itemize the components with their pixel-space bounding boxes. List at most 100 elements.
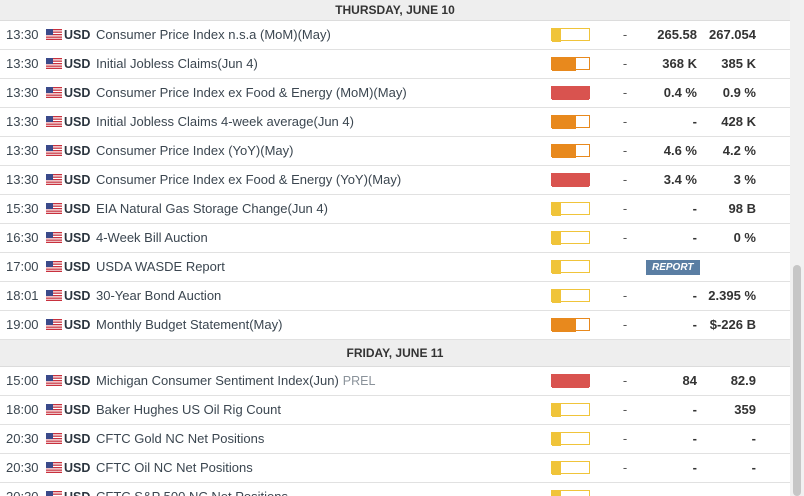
event-name-link[interactable]: CFTC Gold NC Net Positions xyxy=(96,425,264,453)
event-name: EIA Natural Gas Storage Change(Jun 4) xyxy=(96,201,328,216)
actual-value: - xyxy=(622,402,628,417)
event-time: 20:30 xyxy=(6,431,39,446)
us-flag-icon xyxy=(46,261,62,272)
event-row[interactable]: 15:30 USD EIA Natural Gas Storage Change(J… xyxy=(0,195,790,224)
event-name: Consumer Price Index ex Food & Energy (M… xyxy=(96,85,407,100)
impact-bar xyxy=(551,231,590,245)
event-row[interactable]: 13:30 USD Consumer Price Index n.s.a (MoM)… xyxy=(0,21,790,50)
event-name-link[interactable]: Consumer Price Index (YoY)(May) xyxy=(96,137,293,165)
previous-value: 0.9 % xyxy=(722,85,756,100)
us-flag-icon xyxy=(46,404,62,415)
actual-value: - xyxy=(622,56,628,71)
event-row[interactable]: 13:30 USD Consumer Price Index ex Food & E… xyxy=(0,79,790,108)
event-currency: USD xyxy=(64,461,91,475)
impact-fill xyxy=(552,433,562,446)
event-currency: USD xyxy=(64,403,91,417)
event-time: 18:00 xyxy=(6,402,39,417)
event-name-link[interactable]: CFTC S&P 500 NC Net Positions xyxy=(96,483,288,496)
consensus-value: - xyxy=(692,230,697,245)
event-name-link[interactable]: CFTC Oil NC Net Positions xyxy=(96,454,253,482)
event-currency: USD xyxy=(64,173,91,187)
event-row[interactable]: 19:00 USD Monthly Budget Statement(May) - - $… xyxy=(0,311,790,340)
event-row[interactable]: 13:30 USD Initial Jobless Claims 4-week av… xyxy=(0,108,790,137)
event-row[interactable]: 13:30 USD Consumer Price Index ex Food & E… xyxy=(0,166,790,195)
consensus-value: - xyxy=(692,402,697,417)
event-row[interactable]: 18:00 USD Baker Hughes US Oil Rig Count - - 3… xyxy=(0,396,790,425)
event-row[interactable]: 17:00 USD USDA WASDE Report REPORT xyxy=(0,253,790,282)
event-time: 13:30 xyxy=(6,27,39,42)
event-name: USDA WASDE Report xyxy=(96,259,225,274)
day-header: THURSDAY, JUNE 10 xyxy=(0,0,790,21)
actual-value: - xyxy=(622,143,628,158)
event-name: Initial Jobless Claims(Jun 4) xyxy=(96,56,258,71)
previous-value: 428 K xyxy=(721,114,756,129)
event-name-link[interactable]: USDA WASDE Report xyxy=(96,253,225,281)
event-time: 13:30 xyxy=(6,114,39,129)
us-flag-icon xyxy=(46,116,62,127)
previous-value: $-226 B xyxy=(709,317,756,332)
event-time: 15:00 xyxy=(6,373,39,388)
event-name-link[interactable]: Initial Jobless Claims 4-week average(Ju… xyxy=(96,108,354,136)
event-name-link[interactable]: 30-Year Bond Auction xyxy=(96,282,221,310)
event-time: 16:30 xyxy=(6,230,39,245)
impact-bar xyxy=(551,374,590,388)
event-name-link[interactable]: EIA Natural Gas Storage Change(Jun 4) xyxy=(96,195,328,223)
us-flag-icon xyxy=(46,433,62,444)
us-flag-icon xyxy=(46,145,62,156)
actual-value: - xyxy=(622,27,628,42)
event-currency: USD xyxy=(64,483,90,496)
impact-fill xyxy=(552,491,562,496)
event-name-link[interactable]: Consumer Price Index ex Food & Energy (Y… xyxy=(96,166,401,194)
scrollbar-thumb[interactable] xyxy=(793,265,801,496)
impact-fill xyxy=(552,58,577,71)
event-name-link[interactable]: Initial Jobless Claims(Jun 4) xyxy=(96,50,258,78)
consensus-value: - xyxy=(692,288,697,303)
event-row[interactable]: 18:01 USD 30-Year Bond Auction - -2.395 % xyxy=(0,282,790,311)
impact-bar xyxy=(551,202,590,216)
vertical-scrollbar[interactable] xyxy=(790,0,804,496)
event-time: 17:00 xyxy=(6,259,39,274)
event-currency: USD xyxy=(64,86,91,100)
impact-fill xyxy=(552,232,562,245)
event-name-link[interactable]: Consumer Price Index n.s.a (MoM)(May) xyxy=(96,21,331,49)
event-name: 4-Week Bill Auction xyxy=(96,230,208,245)
event-row[interactable]: 20:30 USD CFTC Gold NC Net Positions - - - xyxy=(0,425,790,454)
event-time: 20:30 xyxy=(6,483,39,496)
event-name-link[interactable]: Consumer Price Index ex Food & Energy (M… xyxy=(96,79,407,107)
consensus-value: - xyxy=(692,460,697,475)
report-button[interactable]: REPORT xyxy=(646,260,700,275)
event-time: 13:30 xyxy=(6,56,39,71)
impact-fill xyxy=(552,203,562,216)
event-row[interactable]: 13:30 USD Consumer Price Index (YoY)(May) -… xyxy=(0,137,790,166)
event-row[interactable]: 15:00 USD Michigan Consumer Sentiment Inde… xyxy=(0,367,790,396)
impact-fill xyxy=(552,462,562,475)
actual-value: - xyxy=(622,85,628,100)
event-name: Consumer Price Index (YoY)(May) xyxy=(96,143,294,158)
event-name-link[interactable]: Michigan Consumer Sentiment Index(Jun) PR… xyxy=(96,367,375,395)
previous-value: - xyxy=(700,483,756,496)
us-flag-icon xyxy=(46,232,62,243)
event-currency: USD xyxy=(64,202,91,216)
impact-bar xyxy=(551,173,590,187)
event-row[interactable]: 16:30 USD 4-Week Bill Auction - - 0 % xyxy=(0,224,790,253)
event-row[interactable]: 20:30 USD CFTC Oil NC Net Positions - - - xyxy=(0,454,790,483)
us-flag-icon xyxy=(46,462,62,473)
impact-fill xyxy=(552,116,577,129)
previous-value: - xyxy=(751,460,756,475)
impact-bar xyxy=(551,115,590,129)
previous-value: 359 xyxy=(734,402,756,417)
event-name: Consumer Price Index n.s.a (MoM)(May) xyxy=(96,27,331,42)
previous-value: 2.395 % xyxy=(708,288,756,303)
us-flag-icon xyxy=(46,174,62,185)
event-currency: USD xyxy=(64,289,91,303)
event-name-link[interactable]: Baker Hughes US Oil Rig Count xyxy=(96,396,281,424)
event-currency: USD xyxy=(64,260,91,274)
event-currency: USD xyxy=(64,28,91,42)
event-row[interactable]: 13:30 USD Initial Jobless Claims(Jun 4) - 36… xyxy=(0,50,790,79)
actual-value: - xyxy=(622,201,628,216)
event-name-link[interactable]: 4-Week Bill Auction xyxy=(96,224,208,252)
impact-bar xyxy=(551,57,590,71)
event-name-link[interactable]: Monthly Budget Statement(May) xyxy=(96,311,282,339)
event-name: Baker Hughes US Oil Rig Count xyxy=(96,402,281,417)
